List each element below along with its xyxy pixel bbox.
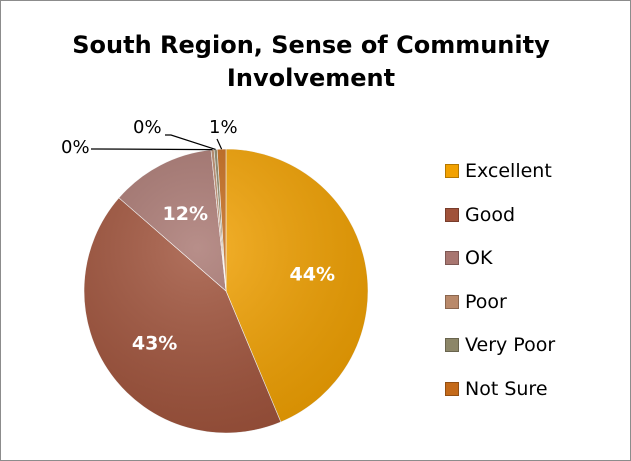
legend-swatch — [445, 381, 459, 396]
data-label-poor: 0% — [61, 137, 90, 158]
legend-swatch — [445, 251, 459, 265]
data-label-not-sure: 1% — [209, 117, 238, 138]
legend-swatch — [445, 207, 459, 222]
legend-label: Not Sure — [465, 377, 548, 400]
pie-shading — [84, 149, 368, 433]
data-label-very-poor: 0% — [133, 117, 162, 138]
data-label-good: 43% — [132, 333, 177, 355]
chart-title: South Region, Sense of Community Involve… — [72, 31, 550, 92]
legend-item-ok: OK — [445, 244, 492, 272]
legend-label: Good — [465, 203, 516, 226]
legend-item-poor: Poor — [445, 288, 507, 316]
data-label-ok: 12% — [163, 203, 208, 225]
legend-label: Poor — [465, 290, 507, 313]
legend-item-very-poor: Very Poor — [445, 331, 555, 359]
leader-line-poor — [91, 148, 213, 151]
legend-item-good: Good — [445, 201, 515, 229]
legend-label: Excellent — [465, 160, 552, 182]
leader-line-very-poor — [165, 134, 216, 150]
legend-swatch — [445, 338, 459, 352]
legend-item-excellent: Excellent — [445, 157, 552, 185]
legend-label: Very Poor — [465, 334, 556, 356]
legend-swatch — [445, 164, 459, 178]
legend-label: OK — [465, 247, 493, 269]
leader-line-not-sure — [216, 138, 223, 150]
legend-item-not-sure: Not Sure — [445, 375, 548, 403]
legend-swatch — [445, 294, 459, 309]
data-label-excellent: 44% — [290, 264, 335, 286]
